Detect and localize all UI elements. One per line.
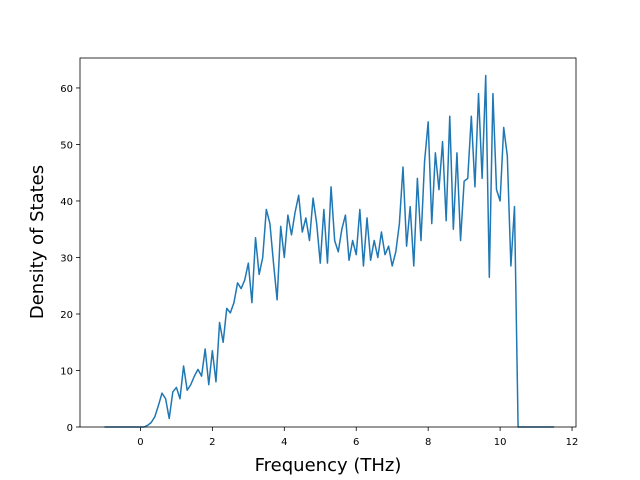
x-tick-label: 2 <box>209 437 215 448</box>
y-tick-label: 0 <box>67 423 73 434</box>
y-tick-label: 40 <box>60 197 73 208</box>
y-tick-label: 10 <box>60 366 73 377</box>
y-tick-label: 30 <box>60 253 73 264</box>
x-tick-label: 4 <box>281 437 287 448</box>
y-tick-label: 60 <box>60 84 73 95</box>
axes-frame <box>79 57 577 428</box>
x-tick-label: 6 <box>353 437 359 448</box>
y-tick-label: 20 <box>60 310 73 321</box>
x-tick-label: 0 <box>137 437 143 448</box>
x-tick-label: 12 <box>566 437 579 448</box>
x-tick-label: 8 <box>425 437 431 448</box>
y-tick-label: 50 <box>60 140 73 151</box>
y-axis-label: Density of States <box>27 165 48 319</box>
x-axis-label: Frequency (THz) <box>255 455 402 476</box>
line <box>104 74 555 428</box>
x-tick-label: 10 <box>494 437 507 448</box>
